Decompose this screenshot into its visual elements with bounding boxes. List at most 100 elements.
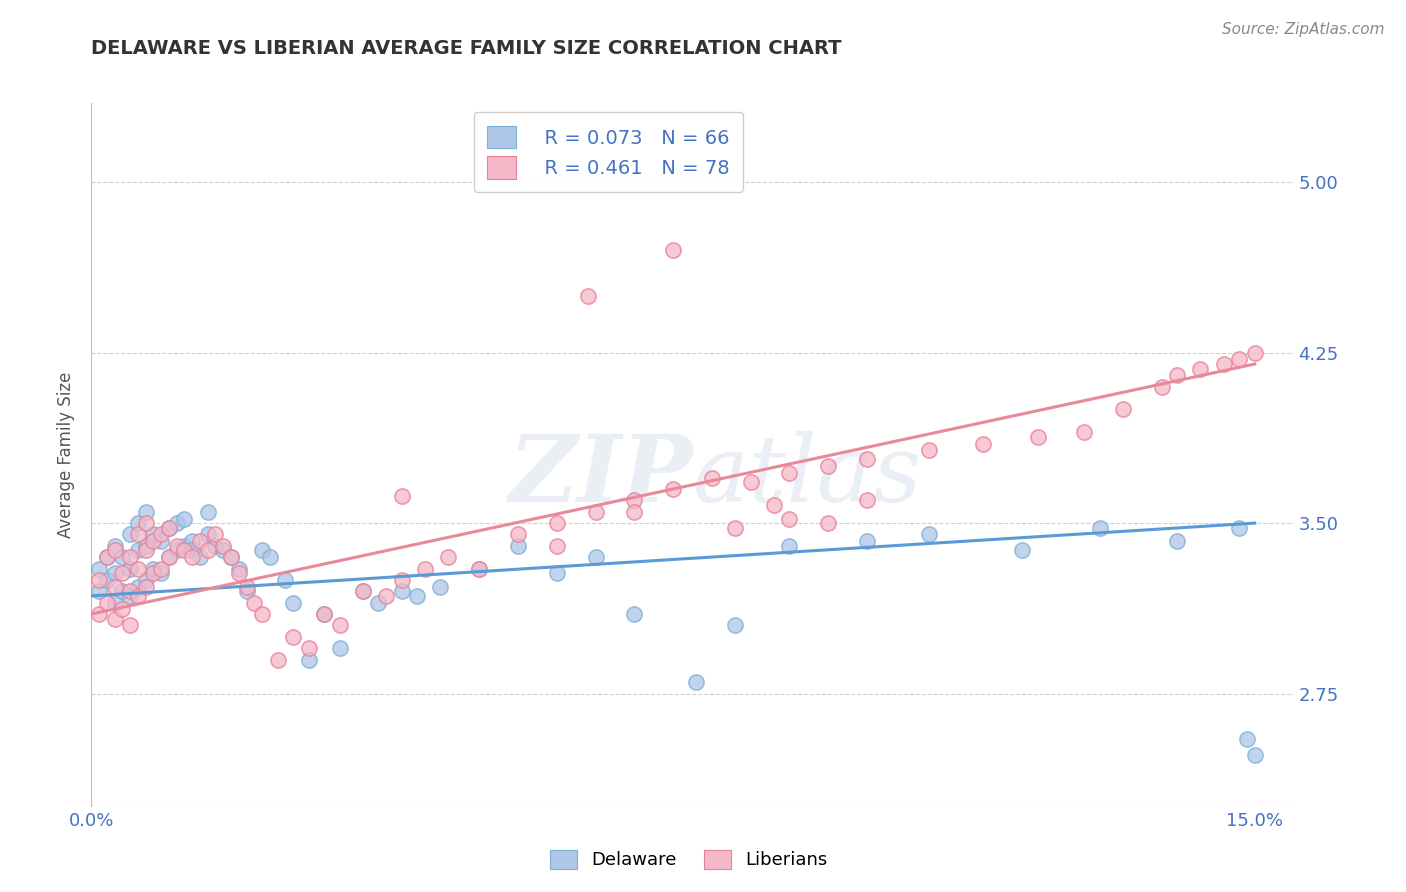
Point <box>111 550 134 565</box>
Point <box>135 516 157 530</box>
Point <box>1212 357 1234 371</box>
Point <box>297 652 319 666</box>
Point <box>778 511 800 525</box>
Point <box>1243 345 1265 359</box>
Point <box>127 527 149 541</box>
Point <box>1236 732 1258 747</box>
Point <box>197 543 219 558</box>
Point <box>918 443 941 458</box>
Point <box>142 534 165 549</box>
Point <box>142 566 165 581</box>
Point <box>329 618 352 632</box>
Point <box>724 521 747 535</box>
Point <box>585 550 607 565</box>
Point <box>120 561 142 575</box>
Legend:   R = 0.073   N = 66,   R = 0.461   N = 78: R = 0.073 N = 66, R = 0.461 N = 78 <box>474 112 744 192</box>
Point <box>127 580 149 594</box>
Point <box>468 561 491 575</box>
Point <box>778 539 800 553</box>
Point <box>375 589 398 603</box>
Point <box>250 607 273 621</box>
Point <box>281 596 304 610</box>
Point <box>157 521 180 535</box>
Point <box>585 505 607 519</box>
Point <box>142 527 165 541</box>
Point <box>228 566 250 581</box>
Point <box>142 561 165 575</box>
Point <box>576 289 599 303</box>
Point <box>127 516 149 530</box>
Point <box>352 584 374 599</box>
Point <box>111 584 134 599</box>
Point <box>120 550 142 565</box>
Point <box>104 611 127 625</box>
Point <box>243 596 266 610</box>
Point <box>329 641 352 656</box>
Point <box>96 596 118 610</box>
Point <box>662 482 685 496</box>
Point <box>104 596 127 610</box>
Point <box>173 511 195 525</box>
Point <box>181 534 204 549</box>
Point <box>204 527 226 541</box>
Point <box>817 516 839 530</box>
Point <box>1243 747 1265 762</box>
Point <box>1166 368 1188 383</box>
Point <box>150 527 173 541</box>
Point <box>623 493 645 508</box>
Point <box>150 534 173 549</box>
Point <box>111 602 134 616</box>
Point <box>120 589 142 603</box>
Point <box>104 580 127 594</box>
Point <box>181 543 204 558</box>
Point <box>1011 543 1033 558</box>
Text: Source: ZipAtlas.com: Source: ZipAtlas.com <box>1222 22 1385 37</box>
Point <box>413 561 436 575</box>
Point <box>297 641 319 656</box>
Text: DELAWARE VS LIBERIAN AVERAGE FAMILY SIZE CORRELATION CHART: DELAWARE VS LIBERIAN AVERAGE FAMILY SIZE… <box>91 39 842 58</box>
Point <box>212 543 235 558</box>
Point <box>406 589 429 603</box>
Point <box>856 493 879 508</box>
Point <box>173 543 195 558</box>
Point <box>506 527 529 541</box>
Point <box>188 534 211 549</box>
Point <box>157 521 180 535</box>
Point <box>96 573 118 587</box>
Point <box>250 543 273 558</box>
Point <box>281 630 304 644</box>
Point <box>662 244 685 258</box>
Point <box>120 618 142 632</box>
Point <box>89 607 111 621</box>
Point <box>150 561 173 575</box>
Point <box>1150 380 1173 394</box>
Point <box>127 589 149 603</box>
Point <box>89 584 111 599</box>
Point <box>437 550 460 565</box>
Point <box>429 580 451 594</box>
Point <box>127 543 149 558</box>
Point <box>197 505 219 519</box>
Text: atlas: atlas <box>692 431 922 521</box>
Point <box>506 539 529 553</box>
Point <box>157 550 180 565</box>
Point <box>219 550 242 565</box>
Point <box>856 534 879 549</box>
Point <box>120 527 142 541</box>
Point <box>1026 430 1049 444</box>
Point <box>685 675 707 690</box>
Point <box>1166 534 1188 549</box>
Point <box>367 596 389 610</box>
Point <box>235 584 257 599</box>
Point <box>104 539 127 553</box>
Y-axis label: Average Family Size: Average Family Size <box>58 372 76 538</box>
Point <box>546 539 568 553</box>
Point <box>1227 521 1250 535</box>
Point <box>104 543 127 558</box>
Point <box>266 652 288 666</box>
Point <box>150 566 173 581</box>
Point <box>352 584 374 599</box>
Point <box>96 550 118 565</box>
Point <box>1073 425 1095 440</box>
Point <box>623 607 645 621</box>
